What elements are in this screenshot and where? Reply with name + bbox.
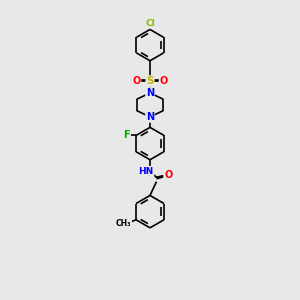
Text: O: O (164, 170, 172, 180)
Text: N: N (146, 88, 154, 98)
Text: CH₃: CH₃ (116, 220, 131, 229)
Text: Cl: Cl (145, 19, 155, 28)
Text: O: O (132, 76, 140, 86)
Text: F: F (123, 130, 130, 140)
Text: N: N (146, 112, 154, 122)
Text: S: S (146, 76, 154, 86)
Text: O: O (160, 76, 168, 86)
Text: HN: HN (138, 167, 154, 176)
